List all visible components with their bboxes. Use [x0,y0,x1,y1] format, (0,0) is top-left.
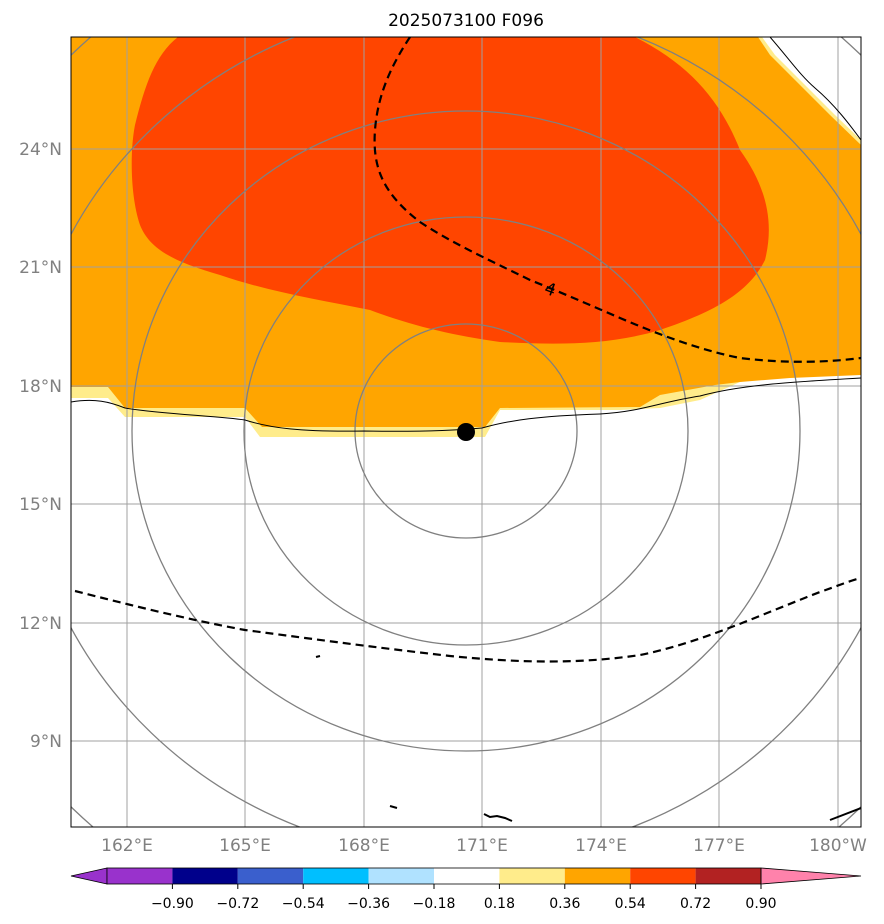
colorbar: −0.90 −0.72 −0.54 −0.36 −0.18 0.18 0.36 … [70,867,862,912]
map-title: 2025073100 F096 [388,11,544,31]
colorbar-bin-3 [237,868,304,884]
colorbar-bin-9 [630,868,696,884]
lon-label-180w: 180°W [809,836,867,856]
lon-label-162e: 162°E [101,836,153,856]
lat-label-9n: 9°N [30,732,62,752]
colorbar-bin-5 [368,868,434,884]
graticule-parallels [71,148,861,742]
colorbar-bin-2 [172,868,238,884]
dashed-contours [74,37,861,663]
map-frame [70,36,862,828]
graticule-meridians [126,37,839,827]
colorbar-extend-low [70,867,108,885]
colorbar-extend-high [760,867,862,885]
lat-label-21n: 21°N [19,258,62,278]
lat-label-12n: 12°N [19,614,62,634]
colorbar-tick-5: 0.18 [484,896,515,912]
colorbar-bin-1 [107,868,173,884]
contour-upper [373,37,861,363]
longitude-labels: 162°E 165°E 168°E 171°E 174°E 177°E 180°… [101,836,867,856]
lon-label-171e: 171°E [456,836,508,856]
lon-label-165e: 165°E [219,836,271,856]
colorbar-bin-4 [303,868,369,884]
lon-label-177e: 177°E [693,836,745,856]
colorbar-bin-6 [434,868,500,884]
colorbar-tick-0: −0.90 [151,896,194,912]
colorbar-tick-6: 0.36 [549,896,580,912]
colorbar-bin-10 [695,868,761,884]
lat-label-18n: 18°N [19,377,62,397]
colorbar-tick-3: −0.36 [347,896,390,912]
island-fragments [315,655,861,822]
latitude-labels: 24°N 21°N 18°N 15°N 12°N 9°N [19,140,62,752]
colorbar-tick-7: 0.54 [615,896,646,912]
colorbar-bin-8 [564,868,631,884]
lon-label-174e: 174°E [575,836,627,856]
colorbar-ticks [171,884,762,889]
colorbar-tick-2: −0.54 [282,896,325,912]
colorbar-tick-9: 0.90 [745,896,776,912]
colorbar-tick-4: −0.18 [413,896,456,912]
lat-label-24n: 24°N [19,140,62,160]
lat-label-15n: 15°N [19,495,62,515]
storm-center-marker [457,423,475,441]
colorbar-bin-7 [499,868,565,884]
colorbar-tick-1: −0.72 [216,896,259,912]
contour-lower [74,576,861,663]
lon-label-168e: 168°E [338,836,390,856]
colorbar-tick-8: 0.72 [680,896,711,912]
